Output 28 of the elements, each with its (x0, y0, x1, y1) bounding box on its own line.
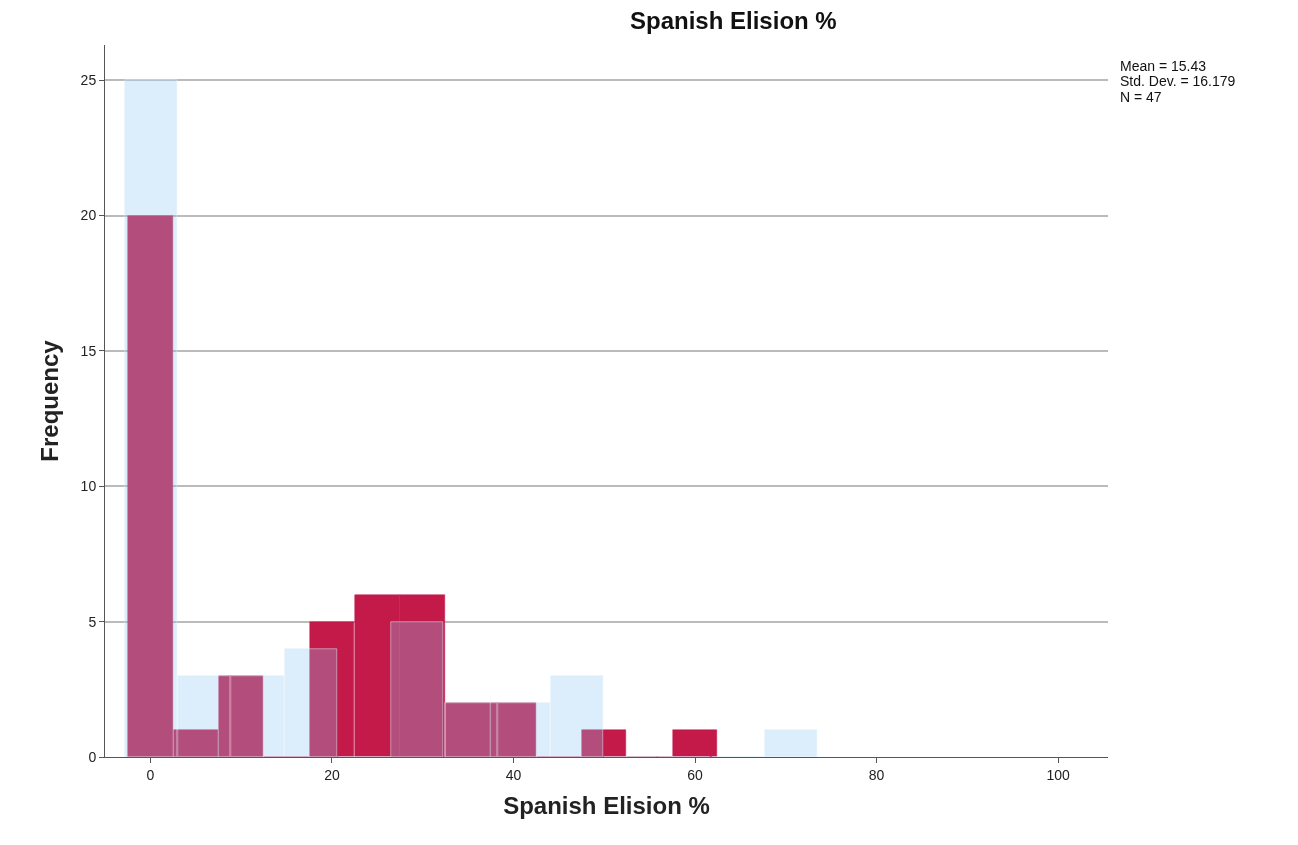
y-tick-label: 10 (80, 478, 97, 495)
x-tick-label: 60 (687, 766, 703, 783)
x-tick-label: 0 (146, 766, 155, 783)
bar (284, 648, 337, 757)
y-tick-label: 25 (80, 72, 97, 89)
chart-title: Spanish Elision % (630, 7, 837, 35)
bar (177, 675, 230, 757)
bar (672, 729, 717, 757)
x-tick-label: 20 (324, 766, 340, 783)
text: Mean = 15.43 (1120, 58, 1207, 74)
y-tick-label: 5 (88, 613, 97, 630)
text: N = 47 (1120, 89, 1162, 105)
bar (390, 621, 443, 757)
y-tick-label: 15 (80, 342, 97, 359)
y-axis-title: Frequency (35, 339, 63, 462)
bar (444, 702, 497, 757)
bar (550, 675, 603, 757)
bar (764, 729, 817, 757)
x-tick-label: 100 (1046, 766, 1070, 783)
bar (497, 702, 550, 757)
y-tick-label: 0 (88, 748, 97, 765)
x-tick-label: 40 (505, 766, 522, 783)
x-tick-label: 80 (868, 766, 885, 783)
y-tick-label: 20 (80, 207, 97, 224)
bar (230, 675, 284, 757)
bar (124, 79, 177, 757)
x-axis-title: Spanish Elision % (503, 792, 710, 820)
text: Std. Dev. = 16.179 (1120, 73, 1236, 89)
